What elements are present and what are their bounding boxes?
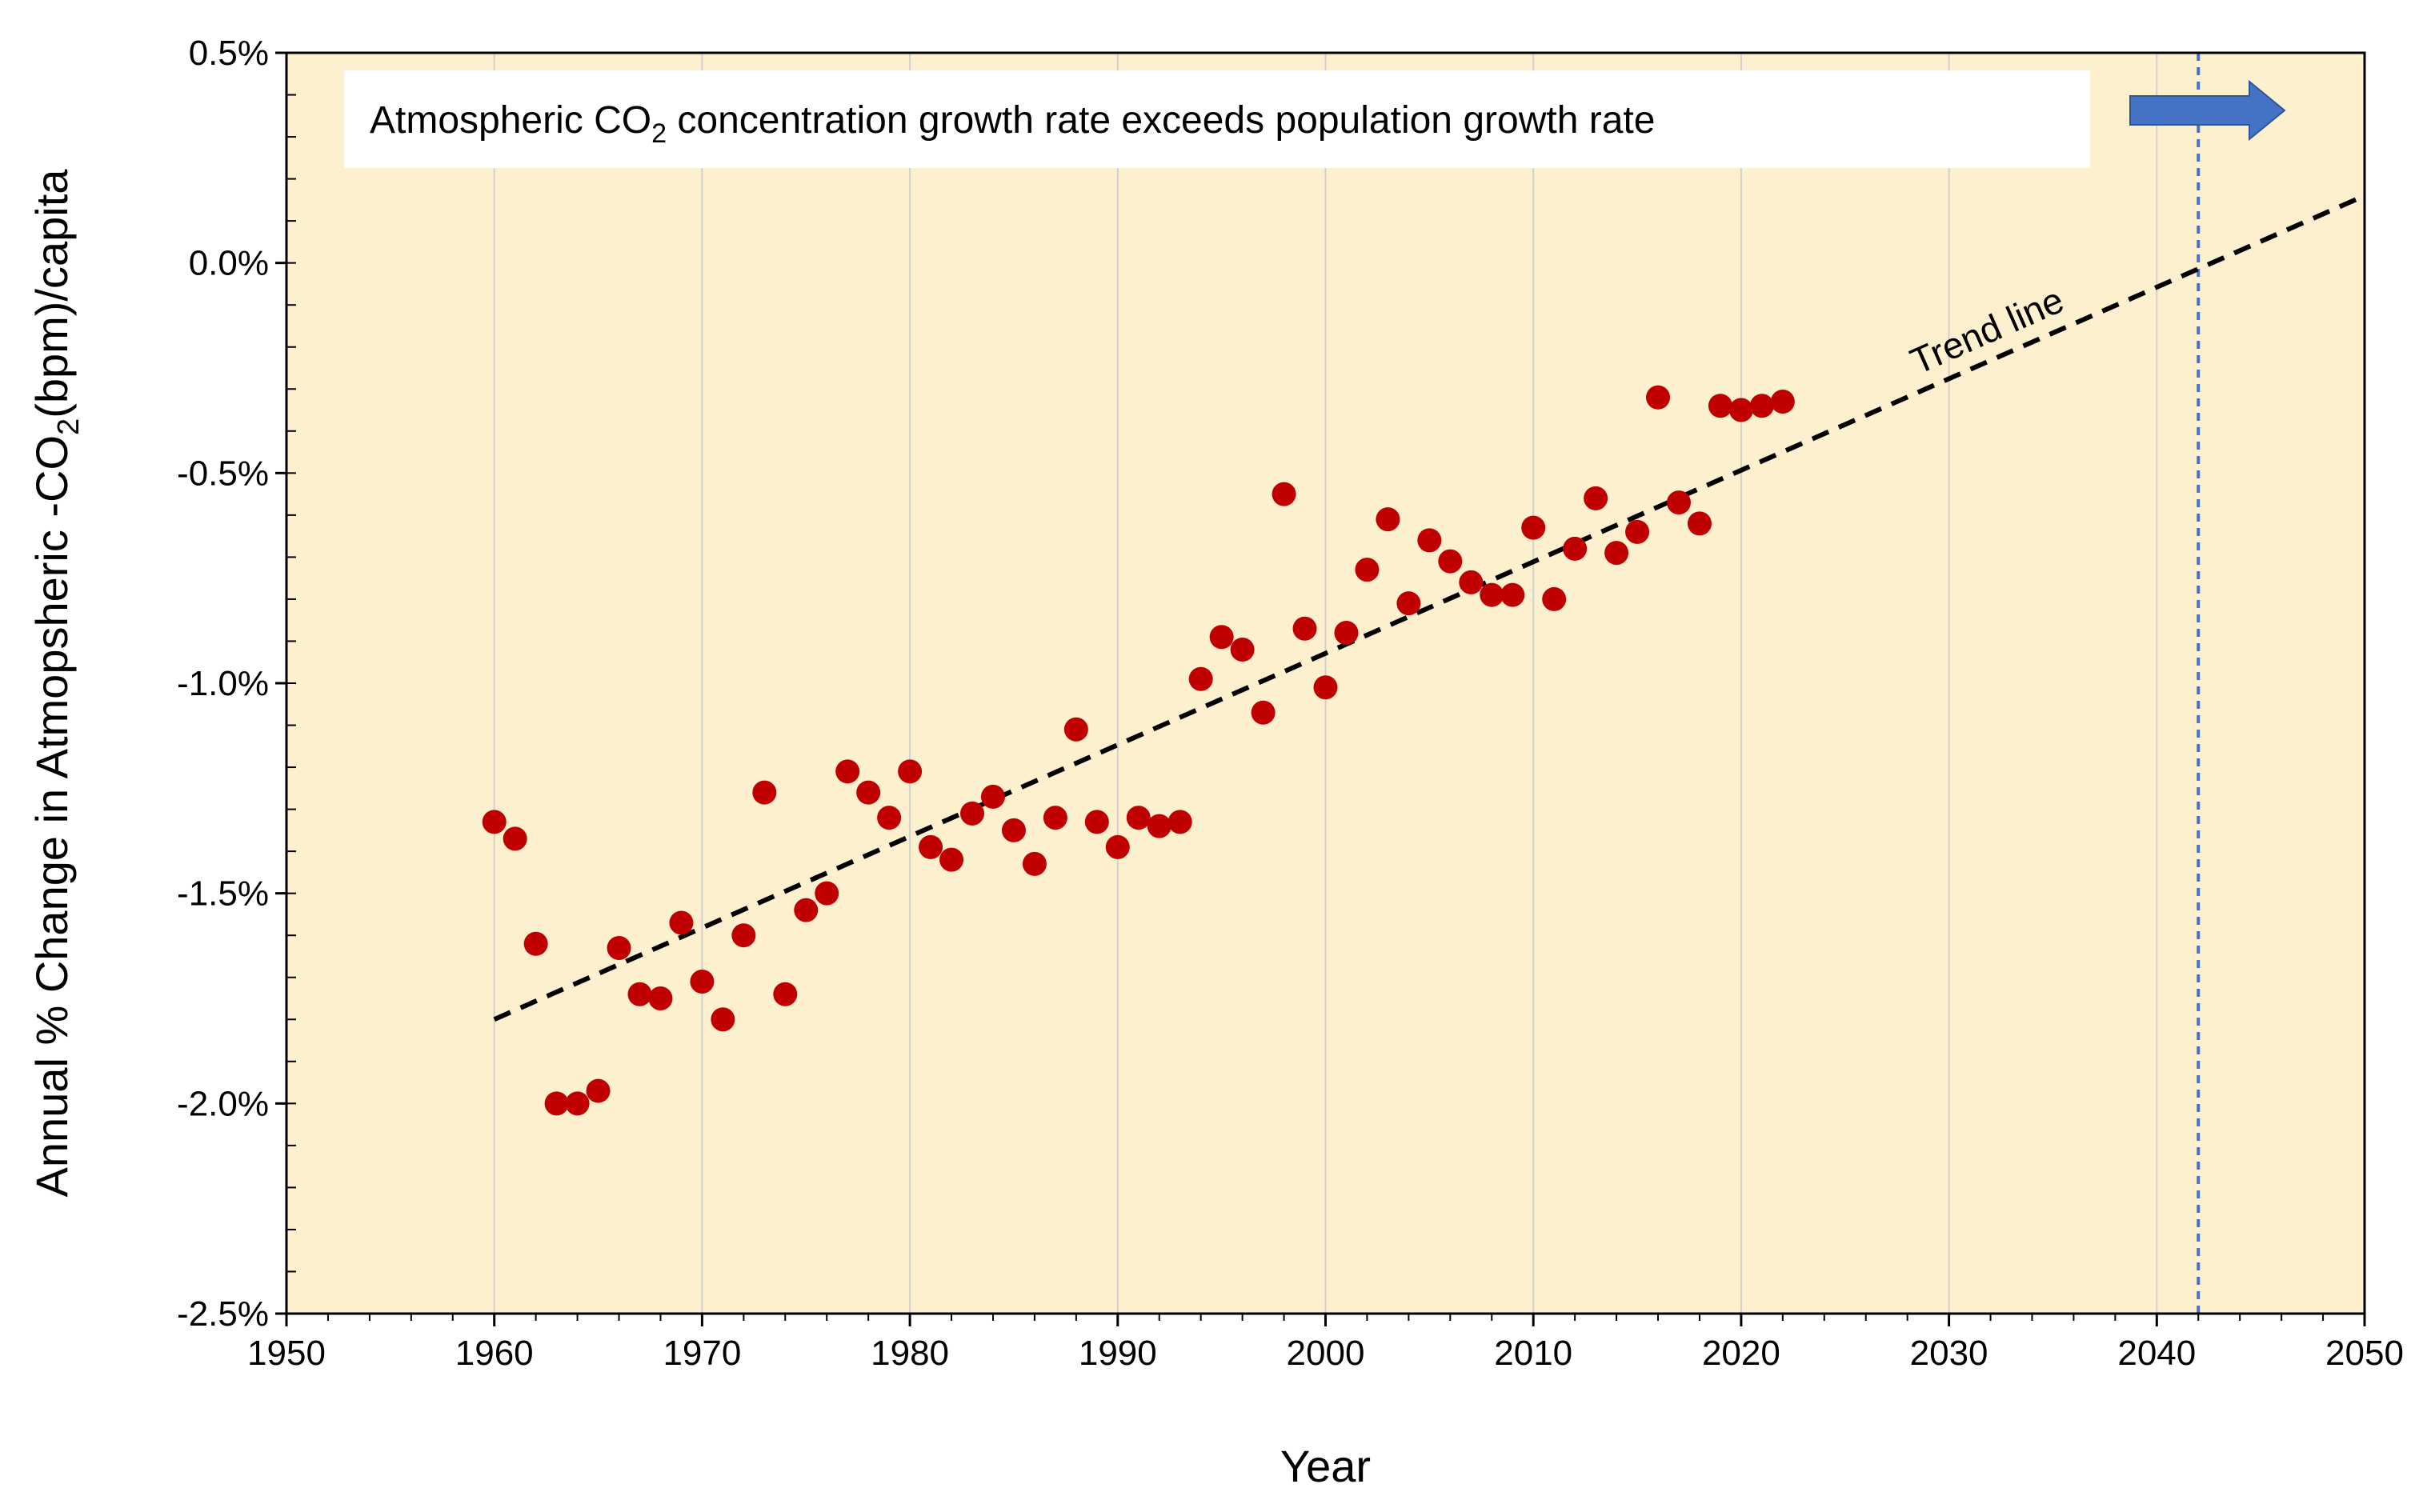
annotation-text: Atmospheric CO2 concentration growth rat… [370,99,1655,149]
data-point-1976 [815,881,839,906]
data-point-2018 [1687,511,1712,536]
data-point-1998 [1272,482,1296,506]
data-point-1997 [1251,700,1276,725]
data-point-1980 [898,759,923,784]
data-point-1973 [752,780,777,805]
data-point-2011 [1542,586,1567,611]
x-tick-label-2000: 2000 [1287,1334,1365,1373]
data-point-1982 [939,847,964,872]
y-tick-label: -2.5% [177,1294,269,1334]
data-point-1965 [586,1078,611,1103]
y-tick-label: 0.5% [189,34,269,73]
y-tick-label: -1.0% [177,664,269,703]
data-point-1961 [503,826,527,851]
data-point-1981 [919,834,943,859]
x-tick-label-2010: 2010 [1494,1334,1572,1373]
data-point-1993 [1167,810,1192,834]
data-point-2016 [1646,385,1671,410]
y-minor-ticks [286,52,296,1314]
data-point-1966 [607,935,631,960]
data-point-1979 [877,806,902,830]
data-point-2001 [1334,620,1359,645]
data-point-1971 [711,1007,735,1032]
data-point-2008 [1480,582,1504,607]
data-point-2013 [1584,486,1608,510]
data-point-2015 [1625,519,1650,544]
data-point-1988 [1063,717,1088,742]
y-tick-label: -0.5% [177,454,269,493]
data-point-2017 [1666,490,1691,515]
x-tick-label-2040: 2040 [2117,1334,2196,1373]
annotation-text-subscript: 2 [651,118,667,149]
x-tick-label-1980: 1980 [871,1334,949,1373]
y-tick-label: -1.5% [177,874,269,914]
data-point-2000 [1313,675,1338,700]
data-point-2020 [1728,398,1753,422]
data-point-1977 [835,759,860,784]
x-tick-label-2020: 2020 [1702,1334,1780,1373]
data-point-1960 [482,810,507,834]
data-point-1991 [1126,806,1151,830]
data-point-1996 [1230,637,1255,662]
data-point-1985 [1001,818,1026,842]
data-point-1994 [1188,666,1213,691]
x-tick-label-2050: 2050 [2325,1334,2404,1373]
data-point-1964 [565,1091,590,1116]
data-point-1972 [731,923,756,948]
y-tick-label: -2.0% [177,1084,269,1123]
data-point-1995 [1209,625,1234,650]
y-axis-title-post: (bpm)/capita [26,169,77,418]
data-point-2005 [1417,528,1442,553]
trend-line [493,193,2366,1022]
data-point-1978 [856,780,881,805]
data-point-2022 [1770,390,1795,414]
right-arrow-icon [2129,79,2286,142]
data-point-1968 [648,986,673,1010]
data-point-2007 [1459,570,1484,594]
x-axis-title: Year [1280,1441,1371,1491]
data-point-1987 [1043,806,1067,830]
data-point-2006 [1438,549,1463,574]
data-point-1967 [627,982,652,1006]
y-axis: 0.5% 0.0% -0.5% -1.0% -1.5% -2.0% -2.5% [177,34,286,1334]
annotation-text-post: concentration growth rate exceeds popula… [667,99,1655,142]
data-point-2009 [1500,582,1525,607]
data-point-1986 [1022,851,1047,876]
data-point-2021 [1749,394,1774,418]
data-point-1984 [980,784,1005,809]
y-axis-title: Annual % Change in Atmopsheric -CO2(bpm)… [26,169,86,1198]
data-point-1999 [1292,616,1317,641]
annotation-box [344,70,2090,168]
x-tick-label-1950: 1950 [247,1334,326,1373]
y-tick-label: 0.0% [189,244,269,283]
data-point-1983 [960,801,985,826]
x-axis: 1950 1960 1970 1980 1990 2000 2010 2020 2030 2040… [247,1314,2404,1373]
x-tick-label-1960: 1960 [455,1334,534,1373]
data-point-2003 [1376,507,1400,532]
annotation-text-pre: Atmospheric CO [370,99,651,142]
y-axis-title-subscript: 2 [52,418,86,435]
x-tick-label-1970: 1970 [663,1334,741,1373]
vertical-gridlines [493,53,2158,1314]
data-point-2010 [1521,515,1546,540]
data-point-2004 [1396,591,1421,616]
data-point-1962 [523,931,548,956]
data-points [482,385,1795,1116]
x-tick-label-2030: 2030 [1910,1334,1988,1373]
data-point-2019 [1708,394,1732,418]
data-point-1990 [1105,834,1130,859]
data-point-1992 [1147,814,1171,838]
y-axis-title-pre: Annual % Change in Atmopsheric -CO [26,435,77,1198]
data-point-1974 [773,982,798,1006]
data-point-1963 [544,1091,569,1116]
data-point-2012 [1563,536,1588,561]
x-tick-label-1990: 1990 [1079,1334,1157,1373]
data-point-1970 [690,969,715,994]
data-point-2014 [1604,541,1629,566]
data-point-1989 [1084,810,1109,834]
data-point-1975 [794,898,819,922]
data-point-2002 [1355,558,1380,582]
data-point-1969 [669,910,694,935]
